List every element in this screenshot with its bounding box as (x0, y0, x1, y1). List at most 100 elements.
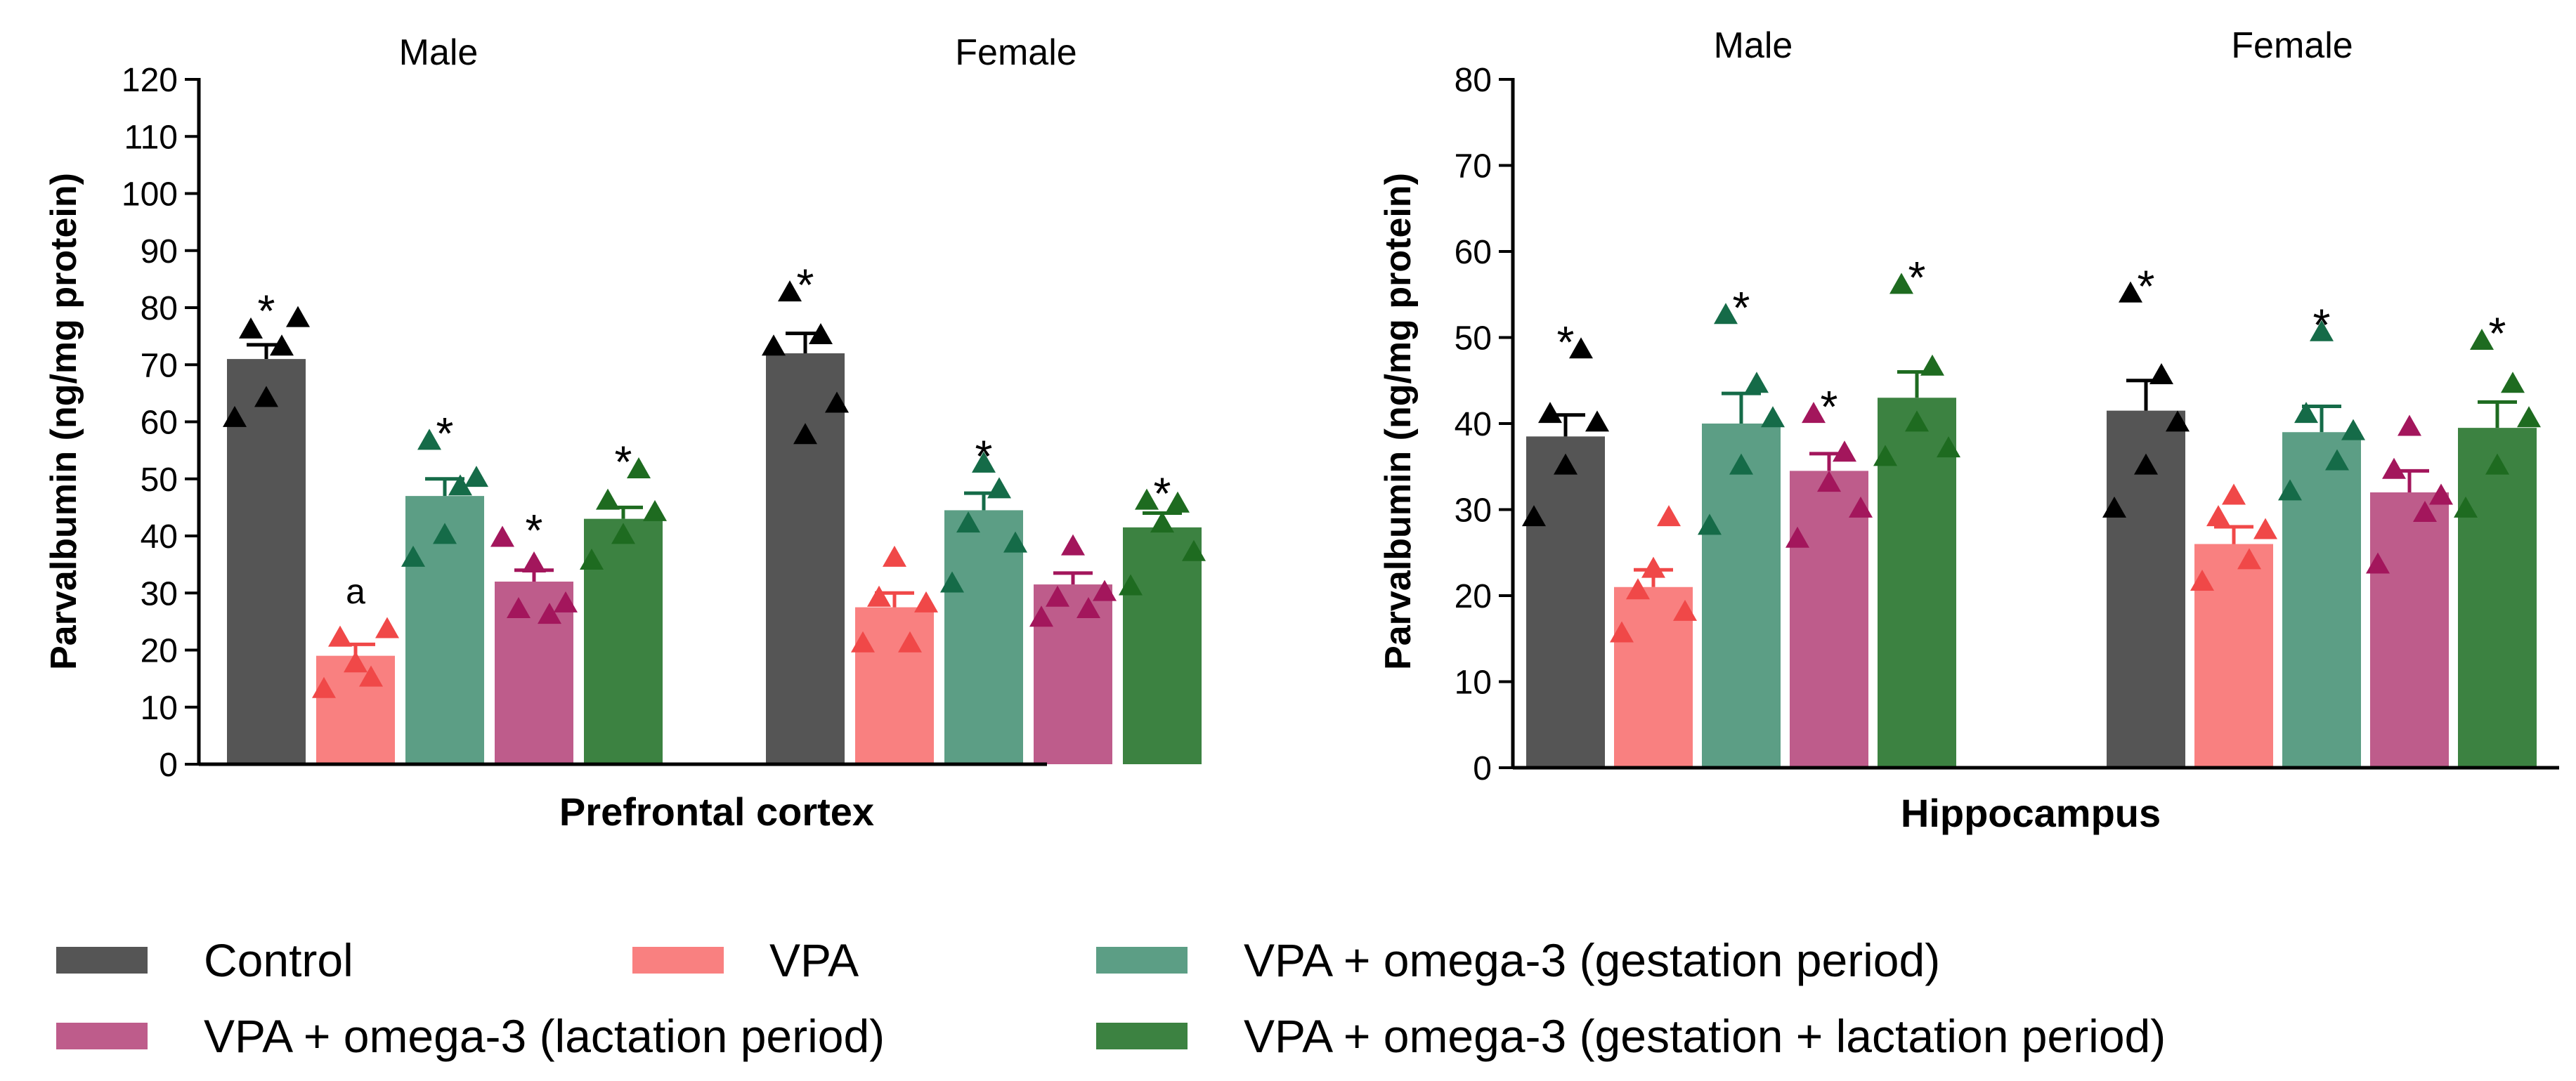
legend: Control VPA VPA + omega-3 (gestation perio… (56, 934, 2166, 1062)
y-tick-label: 40 (141, 518, 178, 556)
y-tick-label: 90 (141, 233, 178, 270)
y-tick-label: 80 (1455, 62, 1492, 99)
y-tick-label: 10 (141, 690, 178, 727)
y-tick-label: 0 (159, 747, 178, 784)
data-point-marker (2166, 410, 2190, 432)
data-point-marker (2366, 552, 2390, 574)
data-point-marker (522, 551, 546, 573)
significance-star: * (1557, 317, 1575, 367)
data-point-marker (401, 545, 425, 567)
y-tick-label: 20 (141, 633, 178, 670)
data-point-marker (2429, 483, 2453, 505)
significance-star: * (615, 437, 632, 487)
data-point-marker (538, 603, 561, 624)
y-tick-label: 20 (1455, 578, 1492, 615)
bar-vpa-female (855, 607, 934, 764)
data-point-marker (1657, 505, 1681, 527)
data-point-marker (1135, 488, 1159, 510)
data-point-marker (417, 428, 441, 450)
data-point-marker (2413, 501, 2437, 523)
data-point-marker (1745, 372, 1769, 393)
significance-star: * (2313, 299, 2331, 350)
data-point-marker (1673, 599, 1697, 621)
data-point-marker (1610, 621, 1634, 643)
data-point-marker (627, 457, 651, 478)
chart-title: Prefrontal cortex (559, 790, 874, 834)
data-point-marker (2398, 414, 2421, 436)
legend-label-vpa-omega-3-gestation-lactation-period: VPA + omega-3 (gestation + lactation per… (1244, 1010, 2166, 1062)
data-point-marker (1641, 556, 1665, 578)
significance-star: * (2138, 261, 2155, 311)
legend-swatch-control (56, 947, 148, 974)
data-point-marker (611, 523, 635, 544)
data-point-marker (1761, 406, 1785, 428)
data-point-marker (1873, 445, 1897, 466)
y-tick-label: 80 (141, 290, 178, 327)
data-point-marker (2454, 496, 2478, 518)
data-point-marker (825, 391, 849, 413)
y-tick-label: 60 (1455, 234, 1492, 271)
data-point-marker (223, 405, 247, 427)
y-tick-label: 60 (141, 405, 178, 442)
data-point-marker (2382, 457, 2406, 479)
significance-letter: a (346, 572, 365, 611)
significance-star: * (1908, 252, 1926, 303)
data-point-marker (1833, 440, 1856, 462)
data-point-marker (448, 474, 472, 496)
group-label-male: Male (1714, 25, 1793, 66)
data-point-marker (809, 323, 833, 345)
bar-vpa-omega-3-lactation-period-female (1034, 584, 1112, 764)
data-point-marker (2485, 453, 2509, 475)
bar-vpa-omega-3-lactation-period-female (2370, 492, 2449, 768)
significance-star: * (1154, 468, 1171, 518)
y-axis-title: Parvalbumin (ng/mg protein) (1378, 173, 1419, 670)
significance-star: * (1733, 282, 1750, 333)
chart-title: Hippocampus (1901, 791, 2161, 835)
data-point-marker (851, 631, 875, 653)
data-point-marker (1626, 578, 1650, 600)
data-point-marker (2294, 402, 2318, 424)
data-point-marker (2222, 483, 2246, 505)
y-tick-label: 30 (1455, 492, 1492, 530)
group-label-female: Female (955, 32, 1076, 73)
legend-label-vpa-omega-3-gestation-period: VPA + omega-3 (gestation period) (1244, 934, 1940, 986)
data-point-marker (2253, 518, 2277, 539)
data-point-marker (1729, 453, 1753, 475)
data-point-marker (1585, 410, 1609, 432)
data-point-marker (2134, 453, 2158, 475)
data-point-marker (344, 651, 367, 673)
data-point-marker (643, 499, 667, 521)
data-point-marker (239, 317, 263, 339)
legend-label-vpa: VPA (769, 934, 859, 986)
significance-star: * (258, 285, 275, 336)
significance-star: * (1821, 381, 1838, 432)
data-point-marker (1538, 402, 1562, 424)
y-tick-label: 30 (141, 575, 178, 612)
data-point-marker (2190, 570, 2214, 591)
data-point-marker (1150, 511, 1174, 533)
data-point-marker (1119, 574, 1143, 596)
data-point-marker (1802, 402, 1826, 424)
legend-swatch-vpa-omega-3-gestation-lactation-period (1096, 1023, 1188, 1049)
bar-vpa-omega-3-gestation-lactation-period-female (2458, 428, 2537, 768)
bar-vpa-omega-3-gestation-period-female (944, 510, 1023, 764)
data-point-marker (1569, 337, 1593, 359)
bar-vpa-omega-3-gestation-period-female (2282, 432, 2361, 768)
y-axis-title: Parvalbumin (ng/mg protein) (44, 173, 84, 670)
data-point-marker (2501, 372, 2525, 393)
y-tick-label: 0 (1473, 750, 1492, 787)
y-tick-label: 70 (141, 347, 178, 384)
data-point-marker (2206, 505, 2230, 527)
data-point-marker (867, 585, 891, 607)
hippocampus-chart: * * * * * * * 0 10 20 30 40 50 60 70 80 Parvalbumin (ng/… (1378, 25, 2559, 835)
data-point-marker (312, 676, 336, 698)
data-point-marker (1785, 526, 1809, 548)
data-point-marker (1061, 534, 1085, 556)
data-point-marker (2149, 363, 2173, 385)
bar-vpa-omega-3-lactation-period-male (1790, 471, 1868, 768)
data-point-marker (1849, 496, 1873, 518)
data-point-marker (1714, 303, 1738, 325)
bar-vpa-male (316, 655, 395, 764)
data-point-marker (778, 280, 802, 302)
